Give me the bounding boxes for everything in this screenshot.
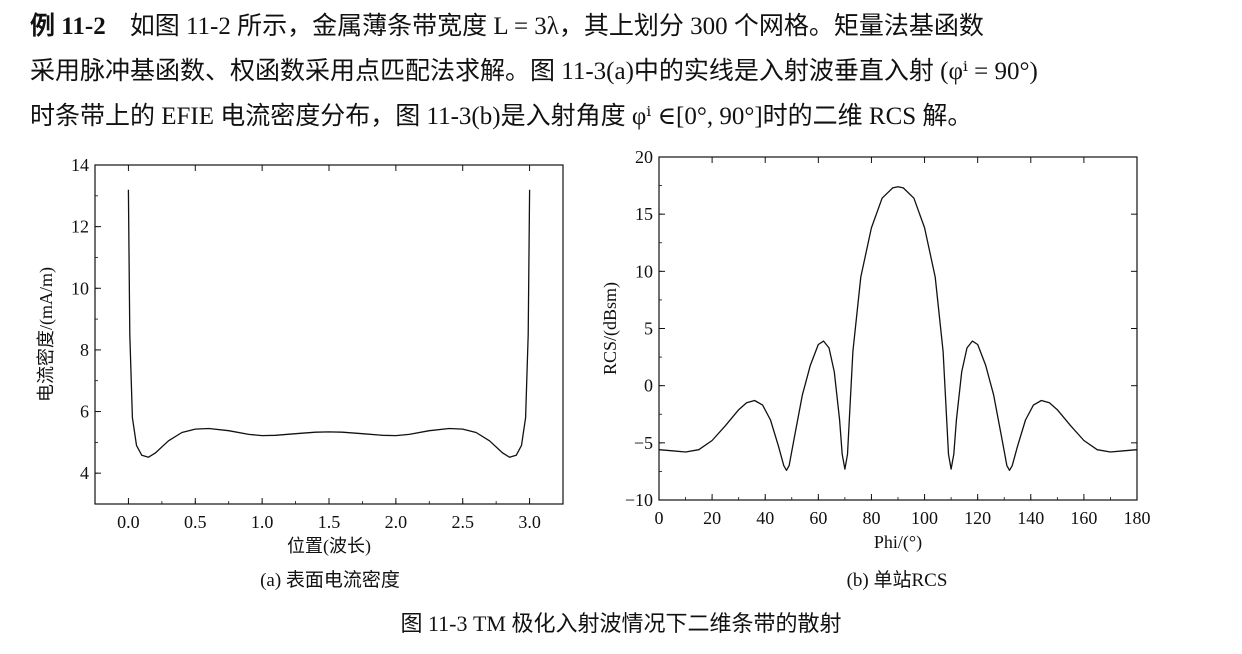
x-tick-label: 0.5 (184, 512, 207, 532)
y-tick-label: 5 (644, 319, 653, 339)
x-tick-label: 140 (1017, 508, 1044, 528)
y-tick-label: 14 (71, 155, 89, 175)
plot-frame (658, 156, 1138, 501)
x-axis-label: Phi/(°) (874, 532, 922, 553)
chart-monostatic-rcs: 0 20 40 60 80 100 120 140 160 180 −10 −5 0 5 10 15 20 Phi… (600, 147, 1151, 553)
x-tick-label: 1.5 (318, 512, 341, 532)
x-tick-label: 0.0 (117, 512, 140, 532)
paragraph-line-2: 采用脉冲基函数、权函数采用点匹配法求解。图 11-3(a)中的实线是入射波垂直入… (30, 58, 1038, 85)
x-tick-label: 3.0 (518, 512, 541, 532)
example-paragraph: 例 11-2 如图 11-2 所示，金属薄条带宽度 L = 3λ，其上划分 300… (30, 4, 1230, 139)
x-tick-label: 160 (1070, 508, 1097, 528)
y-tick-label: 10 (635, 261, 653, 281)
y-tick-label: 15 (635, 204, 653, 224)
x-tick-label: 20 (703, 508, 721, 528)
y-tick-label: 20 (635, 147, 653, 167)
y-tick-label: −5 (634, 433, 653, 453)
x-tick-label: 80 (862, 508, 880, 528)
y-axis-label: RCS/(dBsm) (600, 282, 621, 375)
series-line-0 (658, 186, 1138, 471)
example-label: 例 11-2 (30, 13, 106, 40)
y-tick-label: 6 (80, 402, 89, 422)
x-tick-label: 180 (1124, 508, 1151, 528)
paragraph-text-1: 如图 11-2 所示，金属薄条带宽度 L = 3λ，其上划分 300 个网格。矩… (129, 13, 984, 40)
x-tick-label: 40 (756, 508, 774, 528)
x-tick-label: 60 (809, 508, 827, 528)
x-tick-label: 1.0 (251, 512, 274, 532)
y-tick-label: 4 (80, 463, 89, 483)
y-tick-label: 10 (71, 278, 89, 298)
x-tick-label: 2.5 (451, 512, 474, 532)
x-tick-label: 0 (655, 508, 664, 528)
y-tick-label: 12 (71, 217, 89, 237)
paragraph-line-1: 例 11-2 如图 11-2 所示，金属薄条带宽度 L = 3λ，其上划分 300… (30, 4, 1230, 49)
chart-surface-current: 0.0 0.5 1.0 1.5 2.0 2.5 3.0 4 6 8 10 12 14 位置(波长) 电流密度… (36, 155, 564, 557)
y-tick-label: −10 (625, 490, 653, 510)
x-tick-label: 100 (911, 508, 938, 528)
caption-b: (b) 单站RCS (846, 570, 948, 591)
series-line-0 (127, 189, 531, 458)
figure-caption: 图 11-3 TM 极化入射波情况下二维条带的散射 (400, 611, 842, 636)
x-axis-label: 位置(波长) (287, 536, 371, 557)
x-tick-label: 120 (964, 508, 991, 528)
y-axis-label: 电流密度/(mA/m) (36, 267, 57, 402)
y-tick-label: 0 (644, 376, 653, 396)
y-tick-label: 8 (80, 340, 89, 360)
paragraph-line-3: 时条带上的 EFIE 电流密度分布，图 11-3(b)是入射角度 φⁱ ∈[0°… (30, 103, 973, 130)
plot-frame (94, 164, 564, 505)
caption-a: (a) 表面电流密度 (260, 570, 400, 591)
x-tick-label: 2.0 (385, 512, 408, 532)
